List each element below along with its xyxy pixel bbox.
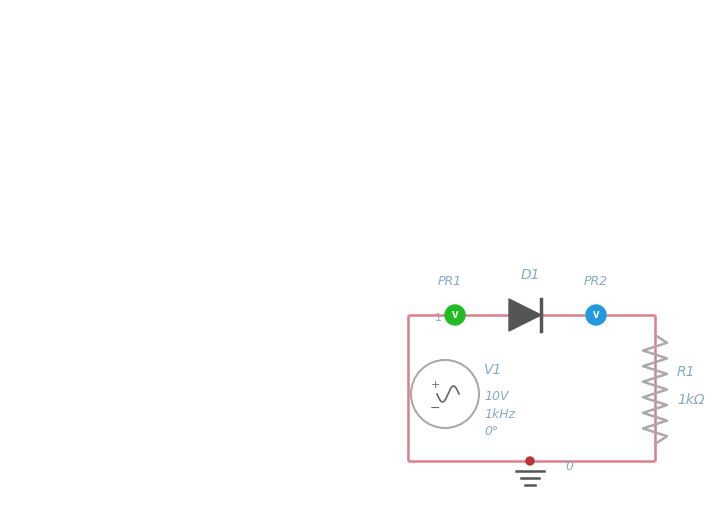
Text: −: − — [430, 401, 440, 414]
Text: 1kHz: 1kHz — [484, 407, 515, 420]
Text: D1: D1 — [521, 267, 540, 281]
Polygon shape — [509, 299, 541, 331]
Text: 10V: 10V — [484, 389, 508, 402]
Circle shape — [586, 305, 606, 325]
Circle shape — [526, 457, 534, 465]
Text: +: + — [430, 379, 440, 389]
Text: 0: 0 — [565, 460, 573, 472]
Circle shape — [445, 305, 465, 325]
Text: PR2: PR2 — [584, 274, 608, 288]
Text: V1: V1 — [484, 362, 503, 376]
Text: 1kΩ: 1kΩ — [677, 393, 705, 407]
Text: 0°: 0° — [484, 424, 498, 437]
Text: PR1: PR1 — [438, 274, 462, 288]
Text: 1: 1 — [435, 313, 442, 322]
Text: V: V — [593, 311, 599, 320]
Text: R1: R1 — [677, 365, 695, 379]
Text: V: V — [452, 311, 458, 320]
